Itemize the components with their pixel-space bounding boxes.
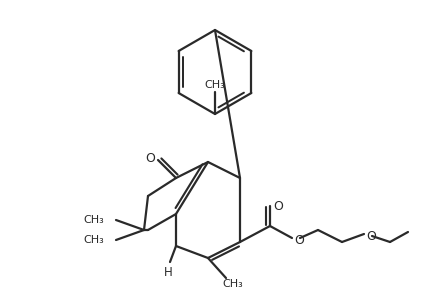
Text: CH₃: CH₃: [83, 215, 104, 225]
Text: H: H: [164, 266, 173, 279]
Text: CH₃: CH₃: [204, 80, 225, 90]
Text: O: O: [366, 229, 376, 242]
Text: CH₃: CH₃: [223, 279, 244, 289]
Text: CH₃: CH₃: [83, 235, 104, 245]
Text: O: O: [273, 200, 283, 213]
Text: O: O: [294, 234, 304, 247]
Text: O: O: [145, 152, 155, 165]
